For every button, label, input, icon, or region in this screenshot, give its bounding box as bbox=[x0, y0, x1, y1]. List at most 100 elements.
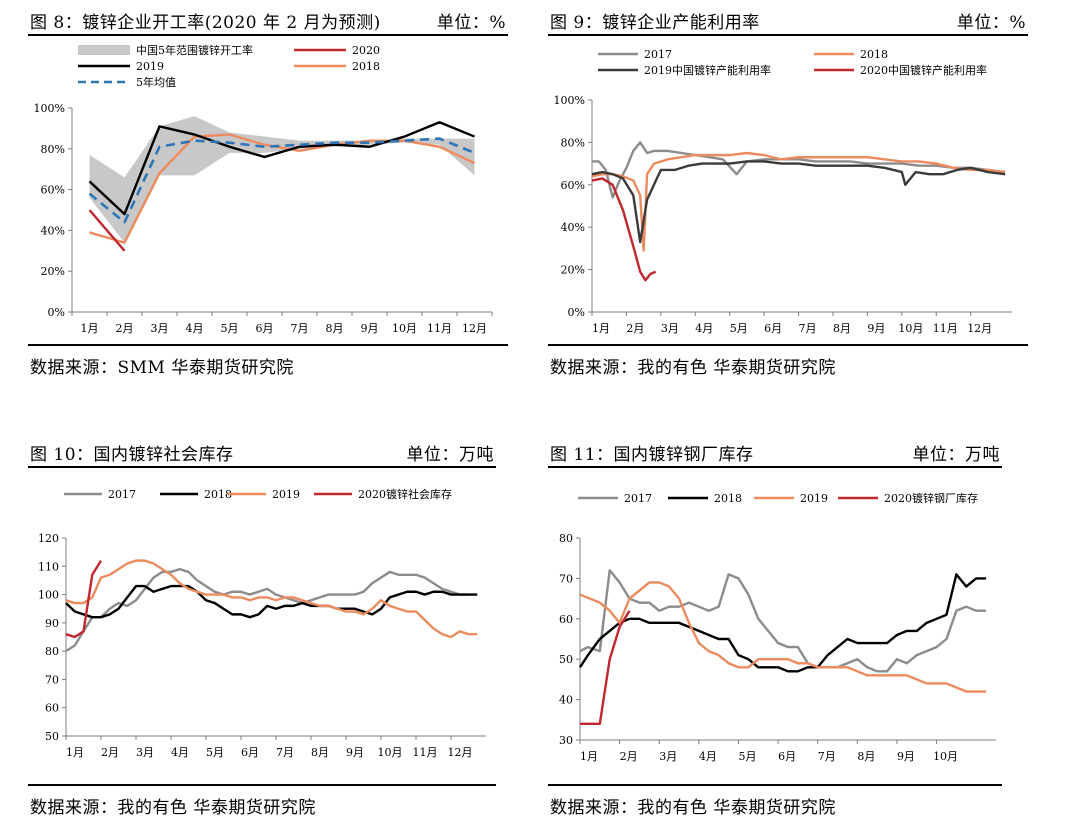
series-line-0 bbox=[65, 567, 469, 653]
y-tick-label: 120 bbox=[38, 532, 59, 545]
series-line-0 bbox=[579, 569, 987, 673]
x-tick-label: 5月 bbox=[206, 746, 224, 759]
x-tick-label: 6月 bbox=[778, 750, 796, 763]
chart-source: 数据来源：SMM 华泰期货研究院 bbox=[30, 358, 294, 378]
series-line-2 bbox=[591, 160, 1006, 244]
chart-unit: 单位：万吨 bbox=[406, 445, 494, 465]
y-tick-label: 0% bbox=[48, 306, 65, 319]
y-tick-label: 100% bbox=[34, 102, 65, 115]
x-tick-label: 3月 bbox=[661, 322, 679, 335]
x-tick-label: 11月 bbox=[413, 746, 438, 759]
y-tick-label: 90 bbox=[45, 617, 59, 630]
legend-label: 2018 bbox=[204, 488, 232, 501]
y-tick-label: 70 bbox=[45, 673, 59, 686]
legend-label: 2019中国镀锌产能利用率 bbox=[644, 63, 771, 77]
x-tick-label: 2月 bbox=[620, 750, 638, 763]
x-tick-label: 8月 bbox=[857, 750, 875, 763]
chart-plot: 0% 20% 40% 60% 80% 100% 1月 2月 3月 4月 5月 6月 7月 8月 9月 10月 1… bbox=[34, 43, 493, 335]
x-tick-label: 1月 bbox=[66, 746, 84, 759]
y-tick-label: 80 bbox=[45, 645, 59, 658]
x-tick-label: 11月 bbox=[427, 322, 452, 335]
chart-header: 图 9：镀锌企业产能利用率 单位：% bbox=[548, 4, 1028, 36]
y-tick-label: 100 bbox=[38, 589, 59, 602]
legend-label: 2018 bbox=[352, 60, 380, 73]
series-line-3 bbox=[580, 610, 631, 726]
chart-title: 图 11：国内镀锌钢厂库存 bbox=[550, 445, 754, 465]
x-tick-label: 10月 bbox=[933, 750, 958, 763]
series-line-2 bbox=[65, 559, 478, 639]
series-line-2 bbox=[579, 581, 987, 693]
chart-title: 图 9：镀锌企业产能利用率 bbox=[550, 13, 760, 33]
legend-label: 2019 bbox=[136, 60, 164, 73]
legend-label: 2020镀锌钢厂库存 bbox=[884, 491, 978, 505]
x-tick-label: 4月 bbox=[186, 322, 204, 335]
x-tick-label: 5月 bbox=[730, 322, 748, 335]
chart-header: 图 11：国内镀锌钢厂库存 单位：万吨 bbox=[548, 436, 1002, 468]
chart-title: 图 8：镀锌企业开工率(2020 年 2 月为预测) bbox=[30, 13, 381, 33]
legend-label: 2018 bbox=[714, 492, 742, 505]
y-tick-label: 70 bbox=[559, 572, 573, 585]
y-tick-label: 60% bbox=[561, 179, 585, 192]
chart-source: 数据来源：我的有色 华泰期货研究院 bbox=[550, 358, 836, 378]
chart-plot: 30 40 50 60 70 80 1月 2月 3月 4月 5月 6月 7月 8月 9月 10月 2017 201… bbox=[559, 491, 996, 763]
chart-plot: 50 60 70 80 90 100 110 120 1月 2月 3月 4月 5月 6月 7月 8月 9月 10月… bbox=[38, 487, 486, 759]
x-tick-label: 4月 bbox=[171, 746, 189, 759]
x-tick-label: 2月 bbox=[116, 322, 134, 335]
chart-plot: 0% 20% 40% 60% 80% 100% 1月 2月 3月 4月 5月 6月 7月 8月 9月 10月 1… bbox=[554, 48, 1012, 335]
chart-source-bar: 数据来源：SMM 华泰期货研究院 bbox=[28, 344, 508, 378]
x-tick-label: 2月 bbox=[101, 746, 119, 759]
legend-label: 2017 bbox=[624, 492, 652, 505]
chart-panel-2: 图 9：镀锌企业产能利用率 单位：% 0% 20% 40% 60% 80% 100% 1月 2… bbox=[548, 4, 1028, 384]
x-tick-label: 8月 bbox=[311, 746, 329, 759]
chart-source-bar: 数据来源：我的有色 华泰期货研究院 bbox=[548, 784, 1002, 818]
x-tick-label: 9月 bbox=[361, 322, 379, 335]
x-tick-label: 4月 bbox=[699, 750, 717, 763]
legend-swatch-band bbox=[78, 45, 130, 55]
x-tick-label: 4月 bbox=[695, 322, 713, 335]
x-tick-label: 1月 bbox=[592, 322, 610, 335]
x-tick-label: 5月 bbox=[221, 322, 239, 335]
y-tick-label: 0% bbox=[568, 306, 585, 319]
series-line-0 bbox=[88, 209, 126, 252]
range-band bbox=[89, 116, 475, 243]
x-tick-label: 6月 bbox=[764, 322, 782, 335]
y-tick-label: 20% bbox=[41, 265, 65, 278]
chart-panel-1: 图 8：镀锌企业开工率(2020 年 2 月为预测) 单位：% 0% 20% 40%… bbox=[28, 4, 508, 384]
legend-label: 5年均值 bbox=[136, 75, 176, 89]
y-tick-label: 50 bbox=[45, 730, 59, 743]
x-tick-label: 1月 bbox=[580, 750, 598, 763]
x-tick-label: 11月 bbox=[933, 322, 958, 335]
x-tick-label: 9月 bbox=[346, 746, 364, 759]
legend-label: 2020镀锌社会库存 bbox=[358, 487, 452, 501]
x-tick-label: 3月 bbox=[136, 746, 154, 759]
y-tick-label: 80 bbox=[559, 532, 573, 545]
chart-unit: 单位：% bbox=[956, 13, 1026, 33]
x-tick-label: 7月 bbox=[276, 746, 294, 759]
y-tick-label: 110 bbox=[38, 560, 59, 573]
series-line-1 bbox=[88, 121, 475, 216]
y-tick-label: 20% bbox=[561, 264, 585, 277]
chart-unit: 单位：万吨 bbox=[912, 445, 1000, 465]
legend-label: 2017 bbox=[644, 48, 672, 61]
legend-label: 2017 bbox=[108, 488, 136, 501]
legend-label: 2020中国镀锌产能利用率 bbox=[860, 63, 987, 77]
x-tick-label: 10月 bbox=[392, 322, 417, 335]
x-tick-label: 12月 bbox=[462, 322, 487, 335]
y-tick-label: 100% bbox=[554, 94, 585, 107]
series-line-1 bbox=[578, 573, 987, 673]
y-tick-label: 80% bbox=[561, 136, 585, 149]
y-tick-label: 60 bbox=[45, 702, 59, 715]
y-tick-label: 40% bbox=[41, 224, 65, 237]
legend-label: 中国5年范围镀锌开工率 bbox=[136, 43, 253, 57]
x-tick-label: 7月 bbox=[818, 750, 836, 763]
x-tick-label: 3月 bbox=[659, 750, 677, 763]
chart-header: 图 10：国内镀锌社会库存 单位：万吨 bbox=[28, 436, 496, 468]
legend-label: 2019 bbox=[272, 488, 300, 501]
chart-source-bar: 数据来源：我的有色 华泰期货研究院 bbox=[548, 344, 1028, 378]
y-tick-label: 60% bbox=[41, 184, 65, 197]
y-tick-label: 50 bbox=[559, 653, 573, 666]
x-tick-label: 12月 bbox=[967, 322, 992, 335]
chart-source: 数据来源：我的有色 华泰期货研究院 bbox=[550, 798, 836, 818]
chart-source-bar: 数据来源：我的有色 华泰期货研究院 bbox=[28, 784, 496, 818]
y-tick-label: 40% bbox=[561, 221, 585, 234]
